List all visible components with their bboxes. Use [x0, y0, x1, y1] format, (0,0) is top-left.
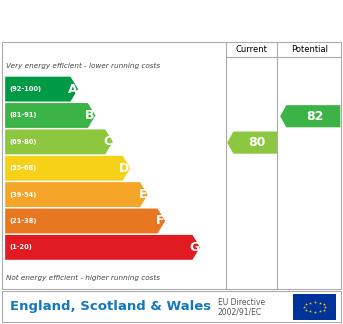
- Text: 2002/91/EC: 2002/91/EC: [218, 307, 262, 317]
- Bar: [293, 294, 336, 320]
- Text: 80: 80: [248, 136, 266, 149]
- Polygon shape: [5, 77, 78, 101]
- Text: F: F: [156, 214, 165, 227]
- Text: (1-20): (1-20): [9, 244, 32, 250]
- Text: B: B: [85, 109, 95, 122]
- Text: Current: Current: [236, 45, 268, 54]
- Text: Not energy efficient - higher running costs: Not energy efficient - higher running co…: [6, 274, 160, 281]
- Text: (81-91): (81-91): [9, 112, 37, 119]
- Text: (55-68): (55-68): [9, 165, 36, 171]
- Polygon shape: [5, 182, 148, 207]
- Polygon shape: [227, 132, 277, 154]
- Polygon shape: [5, 129, 113, 154]
- Text: (69-80): (69-80): [9, 139, 37, 145]
- Text: Energy Efficiency Rating: Energy Efficiency Rating: [51, 11, 292, 29]
- Text: EU Directive: EU Directive: [218, 298, 265, 307]
- Polygon shape: [5, 235, 200, 260]
- Polygon shape: [280, 105, 340, 127]
- Text: (21-38): (21-38): [9, 218, 37, 224]
- Text: G: G: [189, 241, 199, 254]
- Text: 82: 82: [307, 110, 324, 123]
- Text: E: E: [139, 188, 147, 201]
- Text: D: D: [119, 162, 130, 175]
- Polygon shape: [5, 156, 130, 181]
- Text: C: C: [103, 135, 112, 148]
- Text: Very energy efficient - lower running costs: Very energy efficient - lower running co…: [6, 63, 160, 68]
- Polygon shape: [5, 209, 165, 233]
- Text: England, Scotland & Wales: England, Scotland & Wales: [10, 300, 211, 313]
- Text: (39-54): (39-54): [9, 191, 37, 198]
- Text: Potential: Potential: [292, 45, 328, 54]
- Text: (92-100): (92-100): [9, 86, 42, 92]
- Text: A: A: [68, 83, 78, 96]
- Polygon shape: [5, 103, 95, 128]
